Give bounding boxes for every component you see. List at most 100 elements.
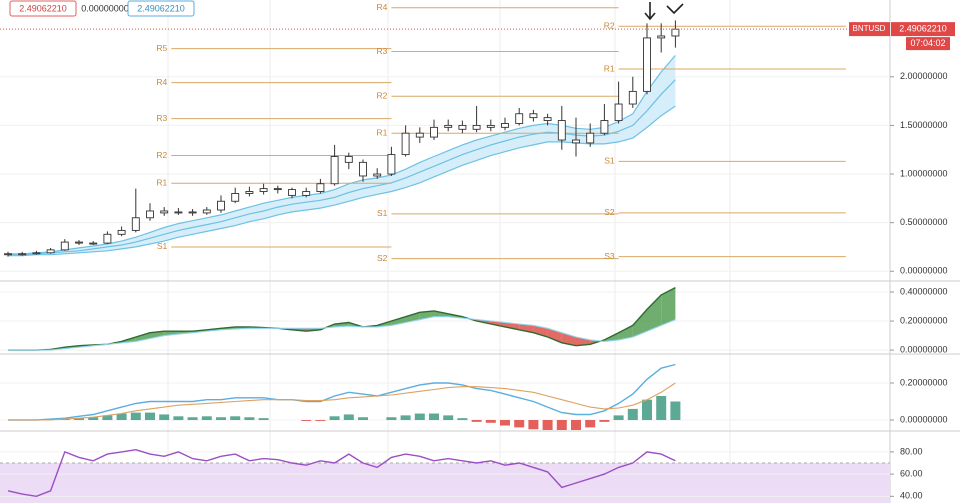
pivot-label: R2 (604, 21, 615, 31)
indicator-line (8, 286, 676, 351)
y-tick-label: 0.40000000 (900, 286, 948, 296)
histogram-bar (556, 420, 567, 430)
histogram-bar (116, 413, 127, 421)
candle-body (273, 188, 282, 191)
y-tick-label: 60.00 (900, 468, 923, 478)
pivot-label: R1 (604, 63, 615, 73)
fill-between (590, 339, 605, 345)
indicator-line (7, 448, 676, 498)
y-tick-label: 40.00 (900, 491, 923, 501)
candle-body (614, 103, 623, 122)
histogram-bar (656, 395, 667, 421)
legend-box (9, 0, 77, 17)
y-tick-label: 1.00000000 (900, 168, 948, 178)
candle-body (671, 28, 680, 37)
histogram-bar (258, 418, 269, 421)
candle-body (131, 217, 140, 231)
candle-body (188, 211, 197, 214)
histogram-bar (613, 415, 624, 421)
pivot-label: R1 (377, 127, 388, 137)
histogram-bar (627, 408, 638, 421)
histogram-bar (514, 420, 525, 428)
legend-value: 2.49062210 (137, 3, 185, 13)
candle-body (330, 156, 339, 185)
header-legend: 2.49062210 0.00000000 2.49062210 (9, 0, 195, 17)
histogram-bar (414, 413, 425, 421)
histogram-bar (216, 417, 226, 421)
indicator-line (8, 363, 676, 421)
histogram-bar (201, 416, 212, 421)
check-annotation (666, 3, 684, 15)
histogram-bar (457, 418, 468, 421)
candle-body (359, 161, 367, 177)
y-tick-label: 0.20000000 (900, 315, 948, 325)
candle-body (245, 191, 254, 194)
histogram-bar (343, 414, 354, 421)
pivot-label: S2 (604, 207, 615, 217)
candle-body (515, 113, 524, 124)
candle-body (18, 253, 27, 256)
histogram-bar (244, 417, 255, 421)
histogram-bar (230, 416, 241, 421)
candle-body (543, 117, 552, 122)
candle-body (259, 188, 268, 192)
histogram-bar (187, 417, 198, 421)
histogram-bar (315, 420, 326, 421)
histogram-bar (386, 417, 397, 421)
fill-between (647, 294, 662, 332)
candle-body (160, 210, 169, 214)
candle-body (415, 132, 424, 138)
candle-body (557, 120, 566, 141)
fill-between (632, 309, 647, 338)
indicator-line (8, 382, 676, 421)
y-tick-label: 80.00 (900, 446, 923, 456)
candle-body (387, 154, 396, 175)
histogram-bar (599, 420, 610, 422)
y-tick-label: 0.00000000 (900, 344, 948, 354)
histogram-bar (74, 418, 84, 421)
y-tick-label: 0.00000000 (900, 266, 948, 276)
candle-body (586, 132, 595, 144)
candle-body (60, 241, 69, 251)
fill-between (661, 287, 676, 326)
histogram-bar (301, 420, 312, 421)
candle-body (430, 126, 438, 138)
pane (0, 286, 890, 351)
histogram-bar (500, 420, 510, 426)
pane (0, 448, 890, 503)
candle-body (231, 193, 240, 202)
candle-body (174, 211, 183, 214)
pivot-label: R4 (377, 2, 388, 12)
histogram-bar (443, 415, 454, 421)
candle-body (628, 90, 637, 105)
legend-box (127, 0, 195, 17)
pivot-label: S1 (377, 208, 388, 218)
pivot-label: S1 (604, 156, 615, 166)
histogram-bar (528, 420, 539, 430)
price-label: 2.49062210 (899, 23, 947, 33)
candle-body (344, 156, 353, 163)
candle-body (458, 124, 467, 130)
histogram-bar (485, 420, 496, 423)
histogram-bar (145, 412, 155, 421)
candle-body (302, 191, 311, 196)
arrow-annotation (644, 2, 656, 21)
histogram-bar (400, 415, 411, 421)
pivot-label: R2 (377, 91, 388, 101)
pane: R5 R4 R3 R2 R1 S1 R4 R3 R2 R1 S1 S2 R2 R1 S1 S2 S3 (0, 2, 890, 272)
legend-value: 0.00000000 (81, 3, 129, 13)
pane (0, 363, 890, 430)
histogram-bar (542, 420, 553, 430)
histogram-bar (471, 420, 482, 422)
candle-body (32, 252, 41, 255)
band-fill (0, 463, 890, 503)
pivot-label: R3 (377, 46, 388, 56)
histogram-bar (358, 417, 368, 421)
symbol-label: BNTUSD (853, 24, 886, 33)
pivot-label: R4 (156, 77, 167, 87)
candle-body (472, 124, 481, 130)
